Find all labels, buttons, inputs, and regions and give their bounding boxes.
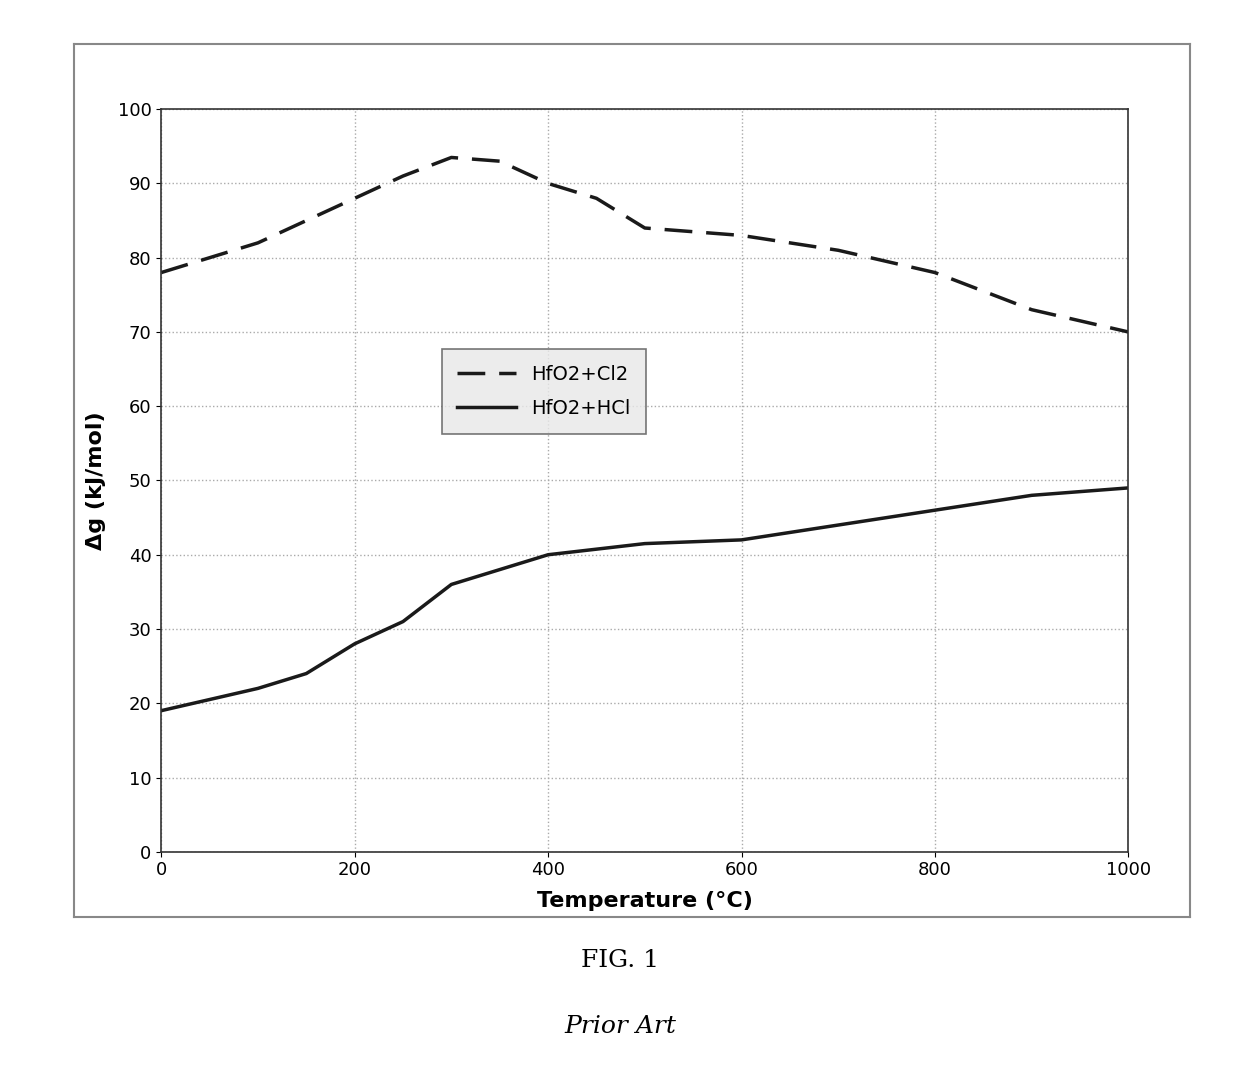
HfO2+Cl2 <box>250 236 265 249</box>
HfO2+HCl <box>831 519 846 532</box>
HfO2+HCl <box>1024 489 1039 502</box>
HfO2+Cl2 <box>444 151 459 164</box>
HfO2+Cl2 <box>154 266 169 280</box>
HfO2+Cl2 <box>492 155 507 168</box>
HfO2+HCl <box>202 693 217 707</box>
HfO2+HCl <box>492 563 507 577</box>
HfO2+Cl2 <box>928 266 942 280</box>
HfO2+HCl <box>347 638 362 651</box>
HfO2+Cl2 <box>1024 304 1039 317</box>
HfO2+Cl2 <box>589 192 604 205</box>
Text: FIG. 1: FIG. 1 <box>582 949 658 973</box>
Legend: HfO2+Cl2, HfO2+HCl: HfO2+Cl2, HfO2+HCl <box>441 349 646 434</box>
Line: HfO2+HCl: HfO2+HCl <box>161 488 1128 711</box>
Line: HfO2+Cl2: HfO2+Cl2 <box>161 157 1128 332</box>
HfO2+Cl2 <box>1121 325 1136 339</box>
HfO2+HCl <box>444 578 459 591</box>
HfO2+Cl2 <box>541 177 556 190</box>
HfO2+HCl <box>396 615 410 628</box>
HfO2+Cl2 <box>347 192 362 205</box>
HfO2+HCl <box>928 503 942 517</box>
HfO2+Cl2 <box>831 244 846 257</box>
HfO2+HCl <box>250 681 265 695</box>
HfO2+HCl <box>299 667 314 680</box>
HfO2+HCl <box>154 704 169 717</box>
HfO2+HCl <box>637 537 652 550</box>
HfO2+Cl2 <box>396 169 410 182</box>
Y-axis label: Δg (kJ/mol): Δg (kJ/mol) <box>87 412 107 549</box>
X-axis label: Temperature (°C): Temperature (°C) <box>537 891 753 911</box>
HfO2+Cl2 <box>637 222 652 235</box>
HfO2+HCl <box>1121 482 1136 495</box>
HfO2+HCl <box>541 548 556 561</box>
HfO2+HCl <box>734 533 749 546</box>
Text: Prior Art: Prior Art <box>564 1014 676 1038</box>
HfO2+Cl2 <box>734 229 749 242</box>
